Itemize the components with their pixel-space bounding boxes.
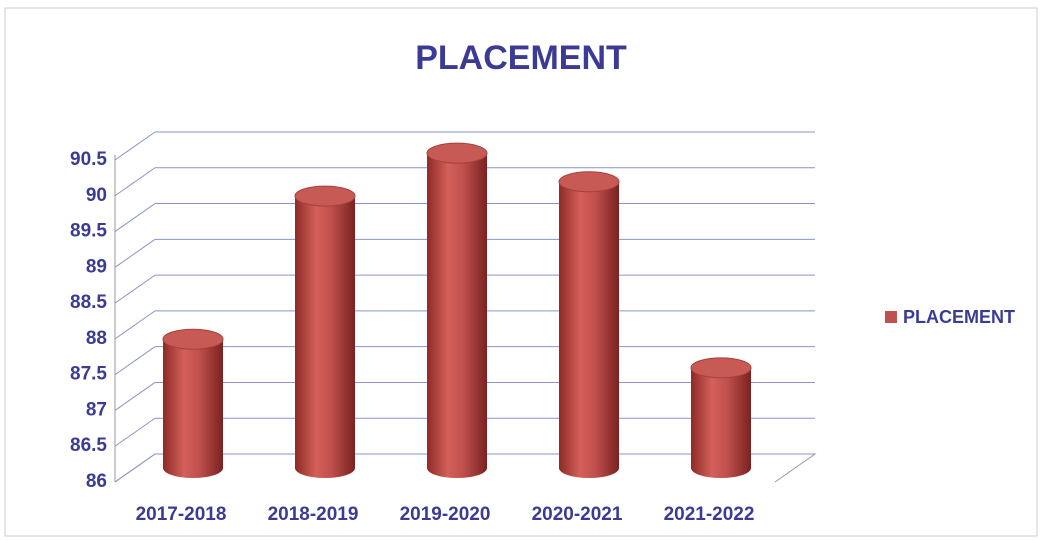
grid-line-side bbox=[114, 274, 156, 304]
x-tick-label: 2017-2018 bbox=[136, 504, 227, 525]
chart-title: PLACEMENT bbox=[415, 39, 627, 77]
y-tick-label: 89.5 bbox=[70, 221, 107, 242]
grid-line-side bbox=[114, 203, 156, 232]
grid-line-side bbox=[114, 238, 156, 268]
y-tick-label: 88.5 bbox=[70, 292, 107, 313]
bar bbox=[295, 186, 355, 479]
y-tick-label: 88 bbox=[86, 328, 107, 349]
grid-line-side bbox=[114, 346, 156, 376]
y-tick-label: 86 bbox=[86, 471, 107, 492]
bar bbox=[427, 143, 487, 478]
bar bbox=[163, 329, 223, 478]
bar-top bbox=[690, 357, 752, 379]
y-tick-label: 90.5 bbox=[70, 149, 107, 170]
grid-line-side bbox=[114, 167, 156, 197]
bar-top bbox=[162, 328, 224, 350]
bar-top bbox=[558, 171, 620, 193]
legend-label: PLACEMENT bbox=[903, 307, 1015, 327]
grid-line-side bbox=[114, 310, 156, 340]
grid-line-side bbox=[114, 453, 156, 483]
grid-line-side bbox=[114, 131, 156, 161]
y-tick-label: 87 bbox=[86, 399, 107, 420]
bar-top bbox=[426, 142, 488, 164]
chart-border bbox=[4, 7, 1038, 537]
y-tick-label: 90 bbox=[86, 185, 107, 206]
y-tick-label: 87.5 bbox=[70, 364, 107, 385]
x-tick-label: 2019-2020 bbox=[400, 504, 491, 525]
bar bbox=[559, 171, 619, 479]
y-tick-label: 89 bbox=[86, 256, 107, 277]
x-tick-label: 2018-2019 bbox=[268, 504, 359, 525]
grid-line-side bbox=[114, 417, 156, 447]
bar bbox=[691, 357, 751, 478]
grid-line-side bbox=[114, 382, 156, 411]
x-tick-label: 2020-2021 bbox=[532, 504, 623, 525]
bar-top bbox=[294, 185, 356, 207]
x-tick-label: 2021-2022 bbox=[664, 504, 755, 525]
legend-swatch bbox=[885, 311, 897, 323]
y-tick-label: 86.5 bbox=[70, 435, 107, 456]
